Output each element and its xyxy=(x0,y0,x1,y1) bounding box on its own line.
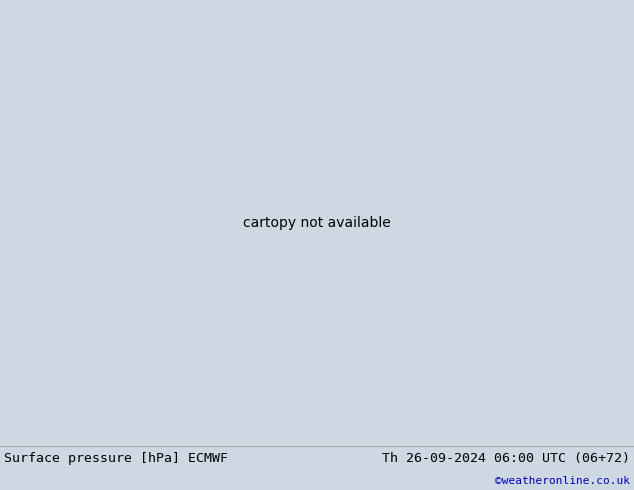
Text: ©weatheronline.co.uk: ©weatheronline.co.uk xyxy=(495,476,630,486)
Text: cartopy not available: cartopy not available xyxy=(243,216,391,230)
Text: Th 26-09-2024 06:00 UTC (06+72): Th 26-09-2024 06:00 UTC (06+72) xyxy=(382,452,630,465)
Text: Surface pressure [hPa] ECMWF: Surface pressure [hPa] ECMWF xyxy=(4,452,228,465)
